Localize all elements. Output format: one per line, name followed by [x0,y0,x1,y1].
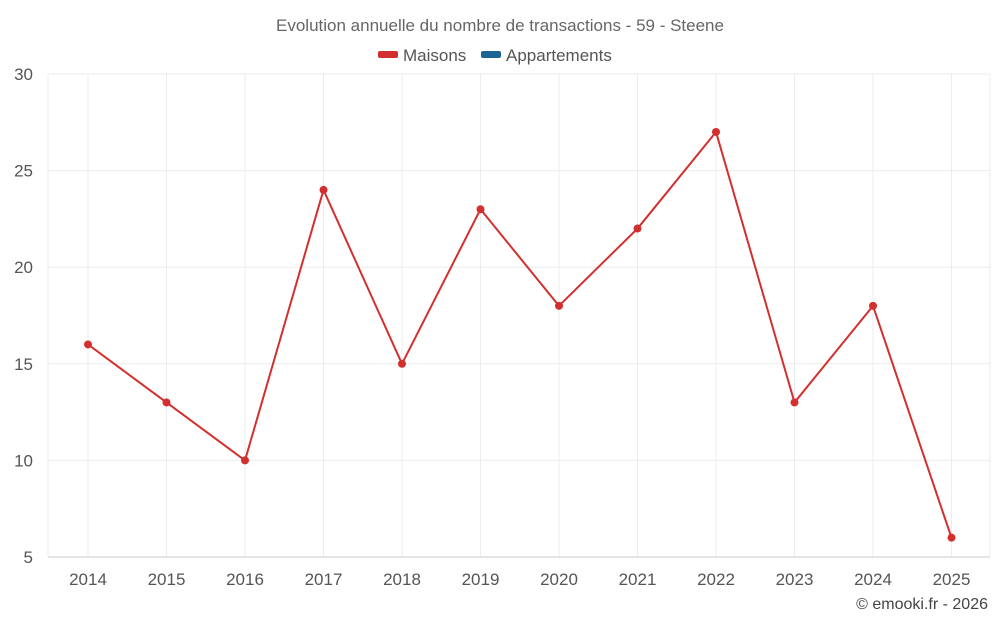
y-tick-label: 10 [14,451,33,470]
legend: Maisons Appartements [378,46,612,65]
chart-title: Evolution annuelle du nombre de transact… [276,16,724,35]
vertical-gridlines [47,74,991,557]
x-tick-label: 2015 [148,570,186,589]
x-axis-tick-labels: 2014 2015 2016 2017 2018 2019 2020 2021 2022 2023… [69,570,970,589]
x-tick-label: 2019 [462,570,500,589]
y-tick-label: 20 [14,258,33,277]
legend-item-appartements[interactable]: Appartements [481,46,612,65]
x-tick-label: 2024 [854,570,892,589]
horizontal-gridlines [48,73,990,461]
legend-item-maisons[interactable]: Maisons [378,46,466,65]
legend-swatch-appartements [481,51,501,58]
data-point[interactable] [319,185,328,194]
x-tick-label: 2021 [619,570,657,589]
y-tick-label: 15 [14,355,33,374]
series-maisons [84,127,956,542]
legend-swatch-maisons [378,51,398,58]
data-point[interactable] [790,398,799,407]
x-tick-label: 2016 [226,570,264,589]
series-line [87,130,953,539]
legend-label-maisons: Maisons [403,46,466,65]
y-tick-label: 5 [24,548,33,567]
x-tick-label: 2020 [540,570,578,589]
x-tick-label: 2014 [69,570,107,589]
data-point[interactable] [162,398,171,407]
x-tick-label: 2017 [305,570,343,589]
x-tick-label: 2023 [776,570,814,589]
x-tick-label: 2025 [933,570,971,589]
data-point[interactable] [633,224,642,233]
y-axis-tick-labels: 5 10 15 20 25 30 [14,65,33,567]
data-point[interactable] [84,340,92,349]
data-point[interactable] [555,301,563,310]
y-tick-label: 30 [14,65,33,84]
data-point[interactable] [476,205,485,214]
data-point[interactable] [947,533,956,542]
data-point[interactable] [241,456,249,465]
credit-text: © emooki.fr - 2026 [856,596,988,613]
data-point[interactable] [712,127,720,136]
x-tick-label: 2022 [697,570,735,589]
y-tick-label: 25 [14,162,33,181]
data-point[interactable] [869,301,877,310]
x-tick-label: 2018 [383,570,421,589]
legend-label-appartements: Appartements [506,46,612,65]
data-point[interactable] [398,359,406,368]
